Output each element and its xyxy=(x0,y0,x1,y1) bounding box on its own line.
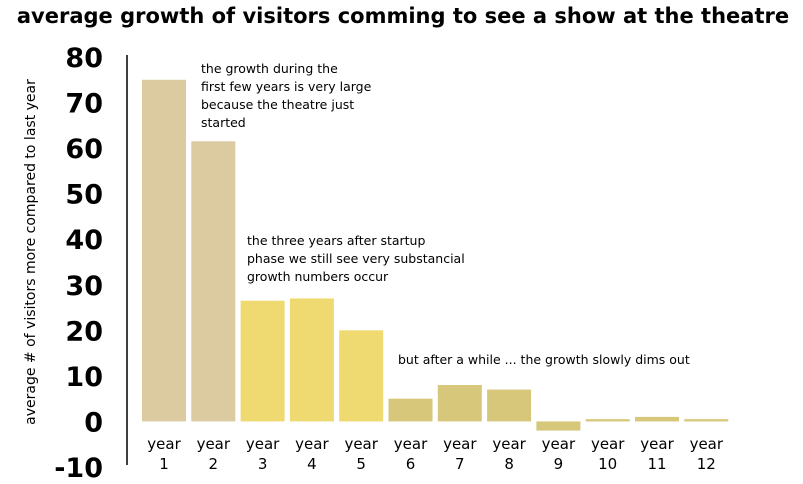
bar xyxy=(142,79,186,422)
bar xyxy=(437,385,482,422)
bar xyxy=(289,298,334,422)
x-tick-label: year 10 xyxy=(591,435,625,473)
y-tick-label: 50 xyxy=(65,180,103,211)
y-tick-label: 30 xyxy=(65,271,103,302)
y-tick-label: -10 xyxy=(54,453,103,484)
bar xyxy=(684,419,729,422)
annotation-text: but after a while ... the growth slowly … xyxy=(398,352,690,367)
x-tick-label: year 6 xyxy=(394,435,428,473)
annotation-text: the growth during the first few years is … xyxy=(201,61,372,130)
bar xyxy=(635,416,679,422)
y-tick-label: 10 xyxy=(65,362,103,393)
x-tick-label: year 1 xyxy=(147,435,181,473)
bars xyxy=(142,79,729,431)
bar xyxy=(536,421,581,431)
bar xyxy=(388,398,433,422)
annotations: the growth during the first few years is … xyxy=(201,61,690,367)
y-tick-label: 40 xyxy=(65,225,103,256)
x-tick-labels: year 1 year 2 year 3 year 4 year 5 year 6 year 7 year 8… xyxy=(147,435,724,473)
x-tick-label: year 3 xyxy=(246,435,280,473)
y-tick-label: 70 xyxy=(65,89,103,120)
x-tick-label: year 9 xyxy=(542,435,576,473)
x-tick-label: year 11 xyxy=(640,435,674,473)
x-tick-label: year 8 xyxy=(492,435,526,473)
x-tick-label: year 7 xyxy=(443,435,477,473)
x-tick-label: year 5 xyxy=(344,435,378,473)
bar xyxy=(585,419,630,422)
y-tick-label: 60 xyxy=(65,134,103,165)
y-tick-label: 20 xyxy=(65,316,103,347)
x-tick-label: year 2 xyxy=(197,435,231,473)
bar xyxy=(339,330,384,422)
y-tick-label: 0 xyxy=(84,407,103,438)
bar xyxy=(240,300,285,422)
bar xyxy=(487,389,532,422)
x-tick-label: year 12 xyxy=(690,435,724,473)
y-tick-labels: 80 70 60 50 40 30 20 10 0 -10 xyxy=(54,43,103,484)
annotation-text: the three years after startup phase we st… xyxy=(247,233,465,284)
x-tick-label: year 4 xyxy=(295,435,329,473)
y-axis-label: average # of visitors more compared to l… xyxy=(23,79,39,425)
chart-title: average growth of visitors comming to se… xyxy=(17,4,789,28)
y-tick-label: 80 xyxy=(65,43,103,74)
bar xyxy=(191,141,236,422)
